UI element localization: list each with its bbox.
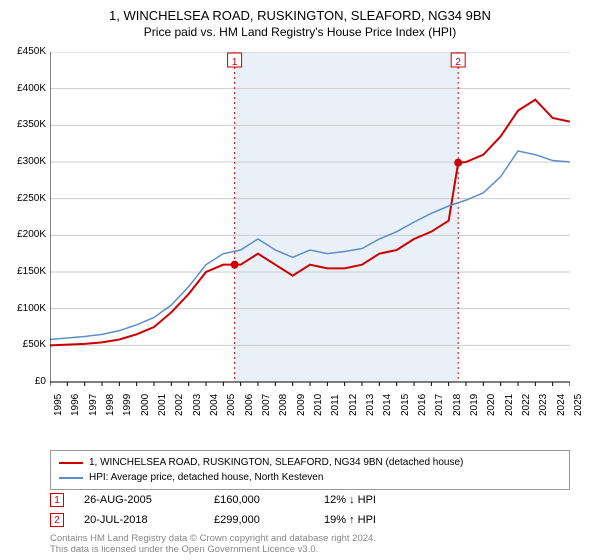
legend-label-hpi: HPI: Average price, detached house, Nort…: [89, 472, 323, 483]
legend-swatch-hpi: [59, 477, 83, 479]
x-axis-tick-label: 2016: [417, 394, 428, 416]
legend-row-property: 1, WINCHELSEA ROAD, RUSKINGTON, SLEAFORD…: [59, 455, 561, 470]
legend-row-hpi: HPI: Average price, detached house, Nort…: [59, 470, 561, 485]
chart-svg: 12: [50, 52, 570, 412]
x-axis-tick-label: 2015: [400, 394, 411, 416]
sale-marker-num: 2: [50, 513, 64, 527]
x-axis-tick-label: 1996: [70, 394, 81, 416]
x-axis-tick-label: 2004: [209, 394, 220, 416]
sale-marker-diff: 12% ↓ HPI: [324, 494, 434, 506]
x-axis-tick-label: 1999: [122, 394, 133, 416]
sale-marker-date: 20-JUL-2018: [84, 514, 214, 526]
x-axis-tick-label: 2011: [330, 394, 341, 416]
chart-titles: 1, WINCHELSEA ROAD, RUSKINGTON, SLEAFORD…: [0, 0, 600, 39]
y-axis-tick-label: £350K: [2, 119, 46, 130]
x-axis-tick-label: 2025: [573, 394, 584, 416]
y-axis-tick-label: £150K: [2, 266, 46, 277]
y-axis-tick-label: £450K: [2, 46, 46, 57]
y-axis-tick-label: £250K: [2, 193, 46, 204]
x-axis-tick-label: 2022: [521, 394, 532, 416]
footer-line2: This data is licensed under the Open Gov…: [50, 545, 376, 556]
x-axis-tick-label: 2008: [278, 394, 289, 416]
x-axis-tick-label: 2017: [434, 394, 445, 416]
x-axis-tick-label: 2000: [140, 394, 151, 416]
sale-marker-row: 2 20-JUL-2018 £299,000 19% ↑ HPI: [50, 510, 570, 530]
x-axis-tick-label: 2010: [313, 394, 324, 416]
legend-box: 1, WINCHELSEA ROAD, RUSKINGTON, SLEAFORD…: [50, 450, 570, 490]
sale-marker-price: £160,000: [214, 494, 324, 506]
y-axis-tick-label: £200K: [2, 229, 46, 240]
x-axis-tick-label: 2024: [556, 394, 567, 416]
legend-swatch-property: [59, 462, 83, 464]
footer-attribution: Contains HM Land Registry data © Crown c…: [50, 534, 376, 556]
sale-markers: 1 26-AUG-2005 £160,000 12% ↓ HPI 2 20-JU…: [50, 490, 570, 530]
x-axis-tick-label: 2007: [261, 394, 272, 416]
y-axis-tick-label: £0: [2, 376, 46, 387]
x-axis-tick-label: 2023: [538, 394, 549, 416]
y-axis-tick-label: £300K: [2, 156, 46, 167]
x-axis-tick-label: 2013: [365, 394, 376, 416]
y-axis-tick-label: £400K: [2, 83, 46, 94]
x-axis-tick-label: 1998: [105, 394, 116, 416]
x-axis-tick-label: 2018: [452, 394, 463, 416]
x-axis-tick-label: 2020: [486, 394, 497, 416]
x-axis-tick-label: 1997: [88, 394, 99, 416]
x-axis-tick-label: 2019: [469, 394, 480, 416]
x-axis-tick-label: 2001: [157, 394, 168, 416]
sale-marker-date: 26-AUG-2005: [84, 494, 214, 506]
x-axis-tick-label: 2014: [382, 394, 393, 416]
x-axis-tick-label: 2003: [192, 394, 203, 416]
y-axis-tick-label: £50K: [2, 339, 46, 350]
chart-container: 1, WINCHELSEA ROAD, RUSKINGTON, SLEAFORD…: [0, 0, 600, 560]
x-axis-tick-label: 2021: [504, 394, 515, 416]
x-axis-tick-label: 2009: [296, 394, 307, 416]
sale-marker-price: £299,000: [214, 514, 324, 526]
x-axis-tick-label: 2006: [244, 394, 255, 416]
svg-text:1: 1: [232, 57, 238, 68]
sale-marker-num: 1: [50, 493, 64, 507]
sale-marker-diff: 19% ↑ HPI: [324, 514, 434, 526]
legend-label-property: 1, WINCHELSEA ROAD, RUSKINGTON, SLEAFORD…: [89, 457, 463, 468]
x-axis-tick-label: 1995: [53, 394, 64, 416]
title-subtitle: Price paid vs. HM Land Registry's House …: [0, 25, 600, 39]
svg-text:2: 2: [455, 57, 461, 68]
x-axis-tick-label: 2002: [174, 394, 185, 416]
sale-marker-row: 1 26-AUG-2005 £160,000 12% ↓ HPI: [50, 490, 570, 510]
chart-plot-area: 12: [50, 52, 570, 412]
title-address: 1, WINCHELSEA ROAD, RUSKINGTON, SLEAFORD…: [0, 8, 600, 23]
x-axis-tick-label: 2012: [348, 394, 359, 416]
x-axis-tick-label: 2005: [226, 394, 237, 416]
y-axis-tick-label: £100K: [2, 303, 46, 314]
